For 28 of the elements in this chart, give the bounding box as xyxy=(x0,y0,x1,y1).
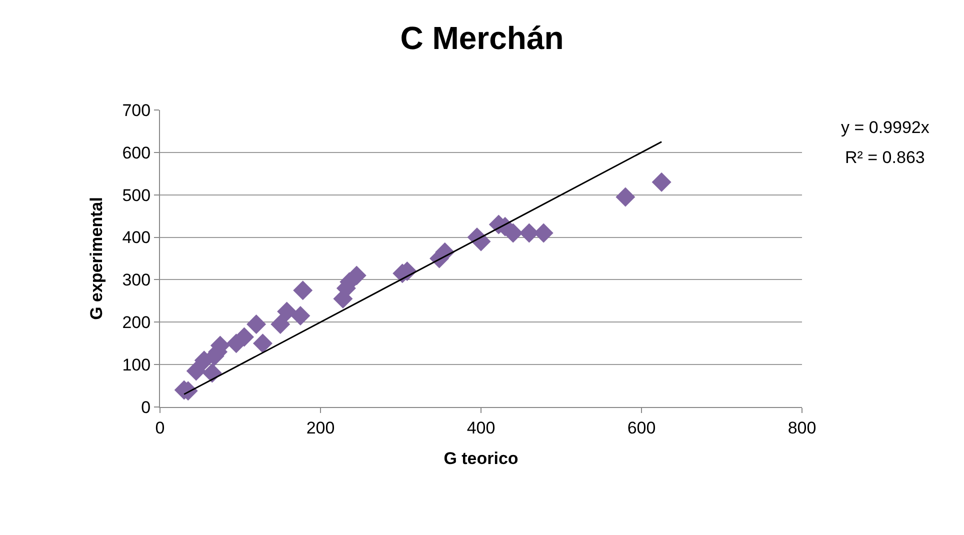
point xyxy=(652,172,672,192)
point xyxy=(290,306,310,326)
x-tick-label: 600 xyxy=(627,418,656,438)
y-tick-label: 400 xyxy=(122,228,151,248)
point xyxy=(293,280,313,300)
y-tick-label: 500 xyxy=(122,186,151,205)
y-tick-label: 100 xyxy=(122,356,151,375)
y-axis-title: G experimental xyxy=(86,197,106,320)
chart-title: C Merchán xyxy=(400,20,564,56)
x-tick-label: 400 xyxy=(466,418,496,438)
point xyxy=(202,363,222,383)
y-tick-label: 0 xyxy=(141,398,151,417)
x-axis-title: G teorico xyxy=(444,448,518,468)
x-tick-label: 800 xyxy=(788,418,816,438)
x-tick-label: 0 xyxy=(155,418,165,438)
y-tick-label: 300 xyxy=(122,270,151,290)
point xyxy=(246,314,266,334)
text: y = 0.9992x xyxy=(841,118,930,137)
point xyxy=(270,314,290,334)
x-tick-label: 200 xyxy=(306,418,335,438)
point xyxy=(252,334,272,354)
point xyxy=(186,361,206,381)
y-tick-label: 700 xyxy=(122,100,151,120)
y-tick-label: 600 xyxy=(122,143,151,162)
y-tick-label: 200 xyxy=(122,313,151,332)
text: R² = 0.863 xyxy=(845,148,925,167)
point xyxy=(616,187,636,207)
point xyxy=(277,302,297,322)
